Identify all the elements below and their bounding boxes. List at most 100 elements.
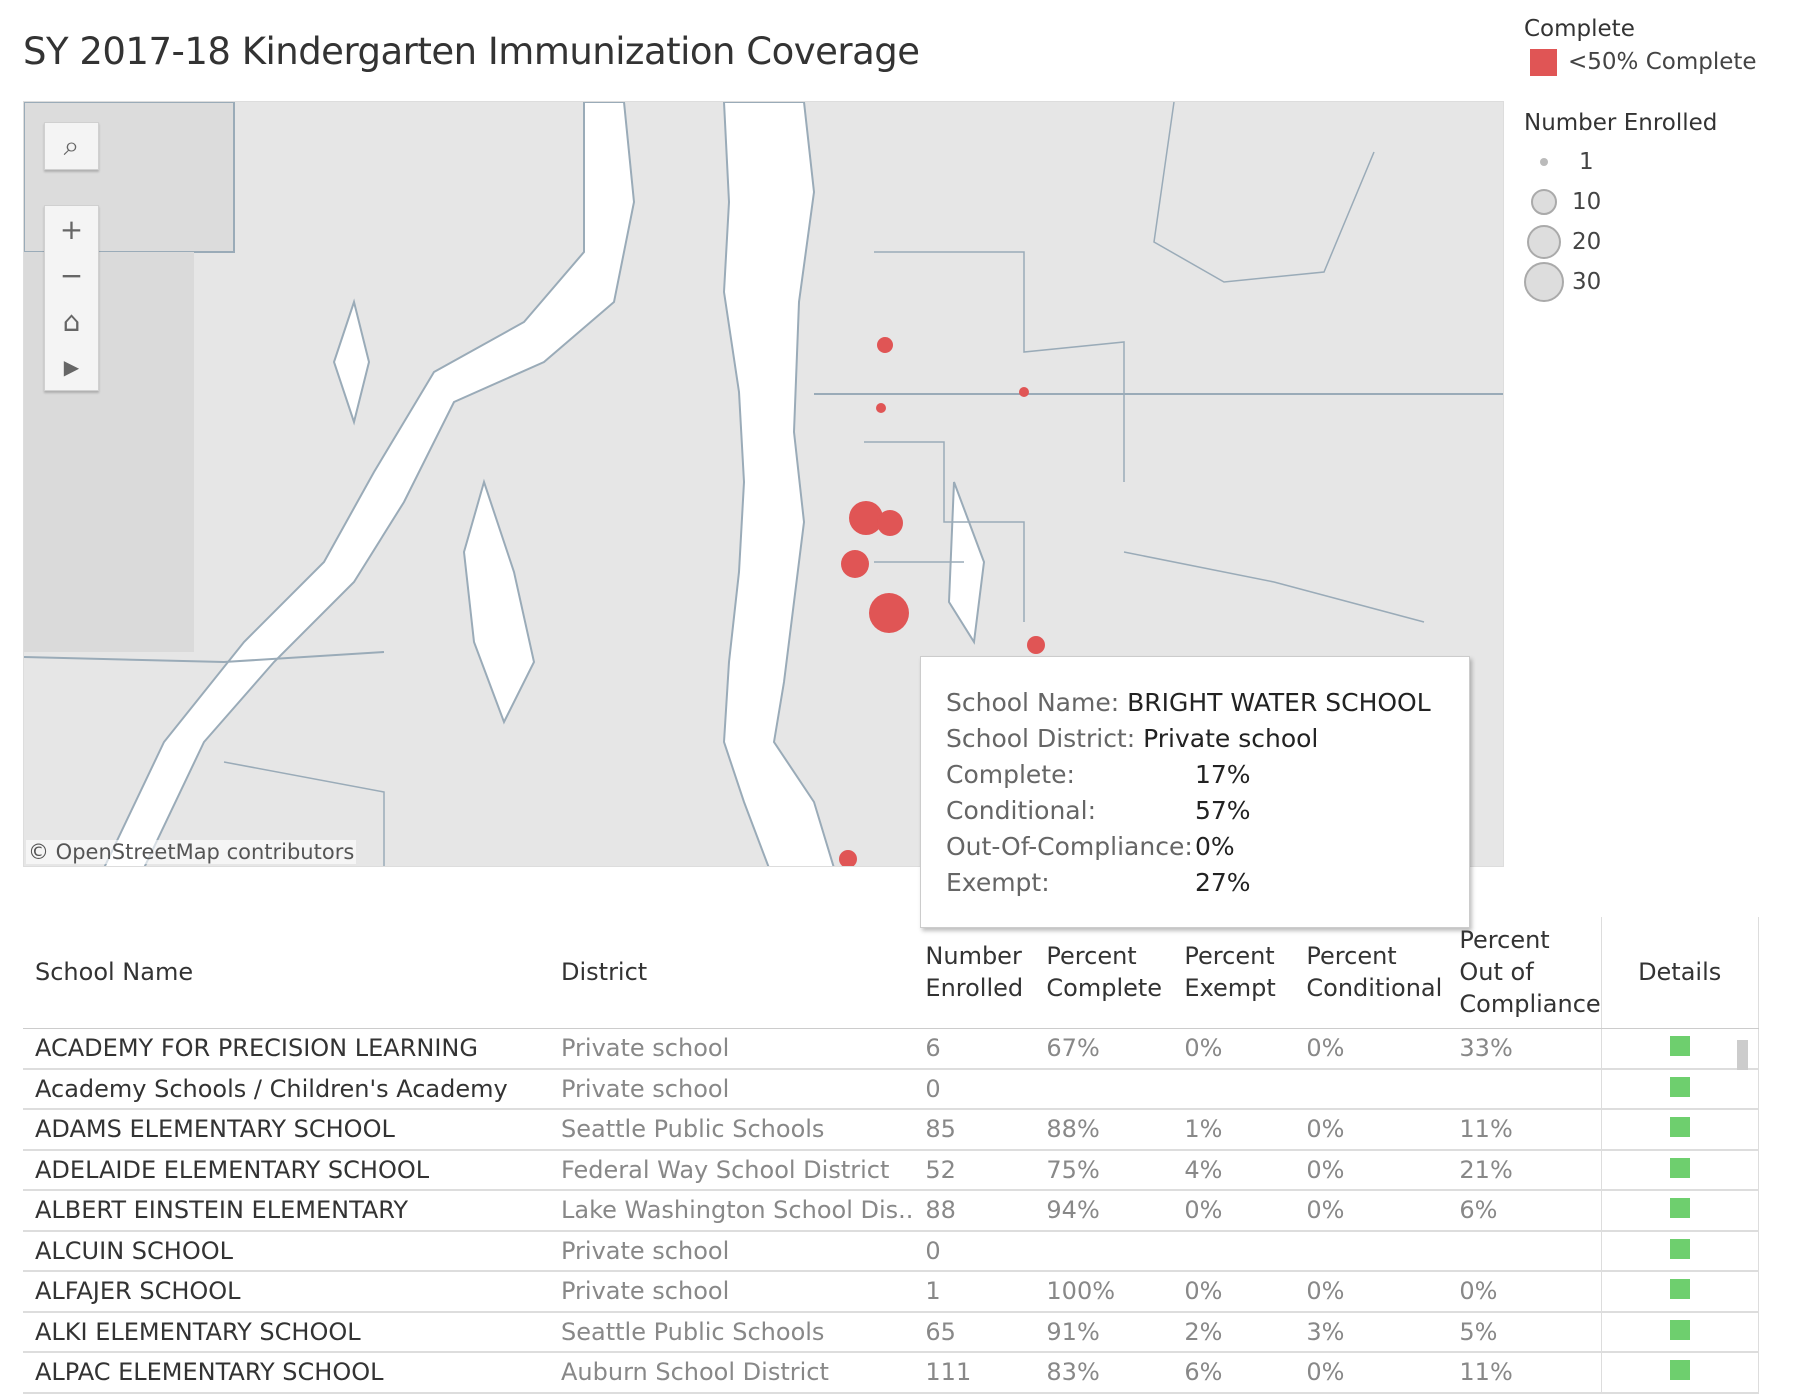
cell-percent-complete: 94% [1034, 1190, 1173, 1232]
tooltip-label: Conditional: [946, 796, 1096, 825]
cell-percent-complete [1034, 1068, 1173, 1110]
details-square-icon[interactable] [1669, 1117, 1690, 1138]
school-marker [841, 550, 869, 578]
details-square-icon[interactable] [1669, 1036, 1690, 1056]
details-square-icon[interactable] [1669, 1198, 1690, 1219]
cell-details [1600, 1271, 1759, 1313]
cell-percent-out-of-compliance: 0% [1447, 1271, 1602, 1313]
map-tooltip: School Name: BRIGHT WATER SCHOOL School … [920, 656, 1470, 928]
page-title: SY 2017-18 Kindergarten Immunization Cov… [23, 30, 920, 73]
cell-percent-out-of-compliance: 6% [1447, 1190, 1602, 1232]
table-row[interactable]: ALBERT EINSTEIN ELEMENTARY Lake Washingto… [23, 1190, 1759, 1232]
school-marker [869, 593, 909, 633]
home-icon[interactable]: ⌂ [62, 304, 81, 338]
cell-details [1600, 1230, 1759, 1272]
cell-percent-exempt: 4% [1172, 1149, 1295, 1191]
col-header-school[interactable]: School Name [23, 917, 549, 1029]
cell-percent-complete: 88% [1034, 1109, 1173, 1151]
red-swatch-icon [1530, 48, 1557, 76]
table-row[interactable]: ALCUIN SCHOOL Private school 0 [23, 1230, 1759, 1272]
tooltip-value: 57% [1195, 796, 1251, 825]
cell-percent-conditional [1294, 1230, 1448, 1272]
cell-percent-complete [1034, 1230, 1173, 1272]
cell-district: Private school [549, 1271, 914, 1313]
color-legend-label: <50% Complete [1568, 49, 1757, 75]
details-square-icon[interactable] [1669, 1319, 1690, 1340]
size-legend-item: 1 [1524, 142, 1717, 182]
table-row[interactable]: ACADEMY FOR PRECISION LEARNING Private sc… [23, 1028, 1759, 1070]
tooltip-district: Private school [1143, 724, 1319, 753]
cell-percent-out-of-compliance: 11% [1447, 1109, 1602, 1151]
details-square-icon[interactable] [1669, 1076, 1690, 1097]
search-icon[interactable]: ⌕ [63, 129, 80, 162]
cell-district: Lake Washington School Dis.. [549, 1190, 914, 1232]
details-square-icon[interactable] [1669, 1238, 1690, 1259]
table-row[interactable]: Academy Schools / Children's Academy Priv… [23, 1068, 1759, 1110]
expand-icon[interactable]: ▶ [63, 355, 80, 379]
table-scrollbar[interactable] [1737, 1040, 1748, 1070]
size-label: 30 [1572, 269, 1602, 295]
cell-school-name: ALBERT EINSTEIN ELEMENTARY [23, 1190, 549, 1232]
cell-school-name: ALFAJER SCHOOL [23, 1271, 549, 1313]
size-legend: Number Enrolled 1 10 20 30 [1524, 110, 1717, 302]
zoom-out-icon[interactable]: − [59, 258, 84, 292]
cell-percent-exempt: 0% [1172, 1028, 1295, 1070]
cell-enrolled: 0 [913, 1230, 1035, 1272]
cell-school-name: Academy Schools / Children's Academy [23, 1068, 549, 1110]
table-row[interactable]: ALPAC ELEMENTARY SCHOOL Auburn School Dis… [23, 1352, 1759, 1394]
cell-school-name: ADELAIDE ELEMENTARY SCHOOL [23, 1149, 549, 1191]
cell-details [1600, 1028, 1759, 1070]
schools-table: School Name District Number Enrolled Per… [23, 917, 1759, 1394]
cell-enrolled: 52 [913, 1149, 1035, 1191]
school-marker [839, 850, 857, 866]
cell-percent-out-of-compliance: 5% [1447, 1311, 1602, 1353]
cell-percent-complete: 83% [1034, 1352, 1173, 1394]
col-header-complete[interactable]: Percent Complete [1034, 917, 1173, 1029]
circle-icon [1524, 158, 1564, 166]
size-legend-item: 20 [1524, 222, 1717, 262]
tooltip-value: 0% [1195, 832, 1235, 861]
cell-percent-conditional: 0% [1294, 1352, 1448, 1394]
color-legend-item[interactable]: <50% Complete [1524, 42, 1757, 82]
map-search-group: ⌕ [44, 122, 99, 170]
cell-enrolled: 65 [913, 1311, 1035, 1353]
cell-percent-out-of-compliance: 33% [1447, 1028, 1602, 1070]
table-header-row: School Name District Number Enrolled Per… [23, 917, 1759, 1029]
cell-percent-conditional: 0% [1294, 1271, 1448, 1313]
col-header-exempt[interactable]: Percent Exempt [1172, 917, 1295, 1029]
cell-details [1600, 1068, 1759, 1110]
size-label: 1 [1579, 149, 1594, 175]
cell-school-name: ACADEMY FOR PRECISION LEARNING [23, 1028, 549, 1070]
school-marker [1019, 387, 1029, 397]
size-legend-title: Number Enrolled [1524, 110, 1718, 136]
table-row[interactable]: ADAMS ELEMENTARY SCHOOL Seattle Public Sc… [23, 1109, 1759, 1151]
map[interactable]: ⌕ + − ⌂ ▶ © OpenStreetMap contributors [23, 101, 1504, 867]
cell-details [1600, 1109, 1759, 1151]
map-attribution[interactable]: © OpenStreetMap contributors [26, 840, 357, 864]
details-square-icon[interactable] [1669, 1360, 1690, 1381]
cell-percent-exempt [1172, 1230, 1295, 1272]
school-marker [876, 403, 886, 413]
school-marker [877, 337, 893, 353]
cell-percent-out-of-compliance [1447, 1068, 1602, 1110]
details-square-icon[interactable] [1669, 1279, 1690, 1300]
tooltip-label: Out-Of-Compliance: [946, 832, 1193, 861]
school-markers [839, 337, 1045, 866]
col-header-details[interactable]: Details [1600, 917, 1759, 1029]
circle-icon [1524, 262, 1564, 302]
table-row[interactable]: ADELAIDE ELEMENTARY SCHOOL Federal Way Sc… [23, 1149, 1759, 1191]
cell-percent-out-of-compliance [1447, 1230, 1602, 1272]
details-square-icon[interactable] [1669, 1157, 1690, 1178]
cell-enrolled: 6 [913, 1028, 1035, 1070]
tooltip-value: 27% [1195, 868, 1251, 897]
tooltip-value: 17% [1195, 760, 1251, 789]
cell-percent-out-of-compliance: 21% [1447, 1149, 1602, 1191]
table-row[interactable]: ALFAJER SCHOOL Private school 1 100% 0% 0% 0% [23, 1271, 1759, 1313]
zoom-in-icon[interactable]: + [59, 212, 84, 246]
col-header-conditional[interactable]: Percent Conditional [1294, 917, 1448, 1029]
col-header-enrolled[interactable]: Number Enrolled [913, 917, 1035, 1029]
cell-enrolled: 0 [913, 1068, 1035, 1110]
col-header-out-of-compliance[interactable]: Percent Out of Compliance [1447, 917, 1602, 1029]
table-row[interactable]: ALKI ELEMENTARY SCHOOL Seattle Public Sch… [23, 1311, 1759, 1353]
col-header-district[interactable]: District [549, 917, 914, 1029]
